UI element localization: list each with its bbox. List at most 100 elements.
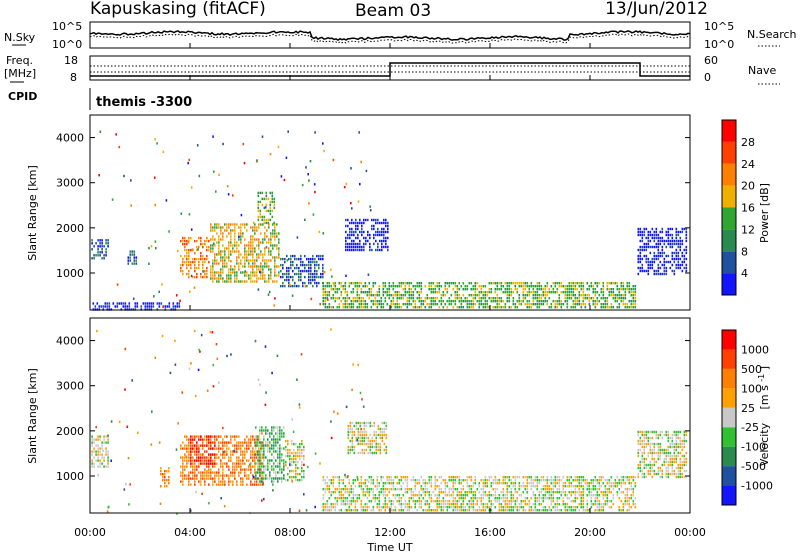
power-cell (363, 236, 365, 240)
power-cell (190, 186, 193, 189)
power-cell (374, 294, 377, 297)
velocity-cell (606, 497, 609, 500)
velocity-cell (346, 497, 349, 500)
power-cell (262, 223, 264, 226)
velocity-cell (675, 436, 678, 440)
velocity-cell (95, 453, 97, 456)
velocity-cell (365, 442, 368, 446)
velocity-cell (444, 494, 447, 497)
power-cell (430, 282, 433, 285)
power-cell (406, 297, 409, 300)
velocity-cell (408, 497, 411, 500)
velocity-cell (604, 500, 607, 503)
power-cell (218, 262, 220, 265)
velocity-cell (369, 433, 372, 437)
power-cell (560, 300, 563, 303)
power-cell (434, 303, 437, 306)
velocity-cell (574, 497, 577, 500)
velocity-cell (188, 474, 190, 477)
velocity-cell (103, 456, 105, 459)
velocity-cell (568, 482, 571, 485)
velocity-cell (534, 485, 537, 488)
velocity-cell (448, 506, 451, 509)
velocity-cell (380, 506, 383, 509)
velocity-cell (190, 483, 192, 486)
power-cell (258, 256, 260, 259)
velocity-cell (347, 427, 350, 431)
velocity-cell (667, 433, 670, 437)
power-cell (630, 291, 633, 294)
velocity-cell (669, 454, 672, 458)
power-cell (252, 274, 254, 277)
power-cell (236, 244, 238, 247)
velocity-cell (255, 444, 257, 447)
velocity-cell (478, 509, 481, 512)
power-cell (570, 288, 573, 291)
power-cell (647, 230, 650, 234)
power-cell (180, 212, 183, 215)
velocity-cell (566, 476, 569, 479)
velocity-cell (556, 497, 559, 500)
power-cell (351, 239, 353, 243)
power-cell (200, 251, 202, 255)
velocity-cell (277, 462, 279, 465)
velocity-cell (177, 422, 179, 425)
power-cell (649, 239, 652, 243)
power-cell (498, 282, 501, 285)
velocity-cell (458, 509, 461, 512)
power-cell (574, 300, 577, 303)
velocity-cell (230, 353, 232, 356)
power-cell (592, 303, 595, 306)
power-cell (242, 265, 244, 268)
power-cell (336, 306, 339, 309)
velocity-cell (388, 491, 391, 494)
velocity-cell (226, 474, 228, 477)
power-cell (665, 272, 668, 276)
power-cell (204, 272, 206, 276)
velocity-cell (201, 462, 203, 465)
velocity-cell (584, 509, 587, 512)
power-cell (150, 245, 153, 248)
power-cell (352, 300, 355, 303)
power-cell (510, 288, 513, 291)
velocity-cell (348, 506, 351, 509)
power-cell (274, 256, 276, 259)
power-cell (370, 291, 373, 294)
power-cell (655, 227, 658, 231)
velocity-cell (626, 479, 629, 482)
velocity-cell (616, 494, 619, 497)
power-cell (213, 170, 215, 173)
power-cell (375, 221, 377, 225)
power-cell (103, 257, 105, 260)
power-cell (544, 297, 547, 300)
velocity-cell (544, 485, 547, 488)
velocity-cell (248, 441, 250, 444)
power-cell (462, 306, 465, 309)
velocity-cell (448, 500, 451, 503)
velocity-cell (628, 488, 631, 491)
power-cell (663, 266, 666, 270)
velocity-cell (512, 497, 515, 500)
velocity-cell (396, 482, 399, 485)
power-cell (675, 230, 678, 234)
velocity-cell (458, 476, 461, 479)
power-cell (448, 300, 451, 303)
power-cell (376, 306, 379, 309)
power-cell (274, 262, 276, 265)
velocity-cell (224, 450, 226, 453)
power-cell (314, 278, 316, 282)
power-cell (572, 282, 575, 285)
power-cell (274, 232, 276, 235)
power-cell (278, 253, 280, 256)
velocity-cell (643, 475, 646, 479)
power-cell (269, 206, 272, 210)
velocity-cell (683, 430, 686, 434)
velocity-cell (301, 466, 303, 470)
power-cell (375, 248, 377, 252)
power-cell (426, 297, 429, 300)
velocity-cell (220, 453, 222, 456)
velocity-cell (679, 436, 682, 440)
velocity-cell (344, 503, 347, 506)
power-cell (135, 259, 138, 262)
power-cell (194, 269, 196, 273)
